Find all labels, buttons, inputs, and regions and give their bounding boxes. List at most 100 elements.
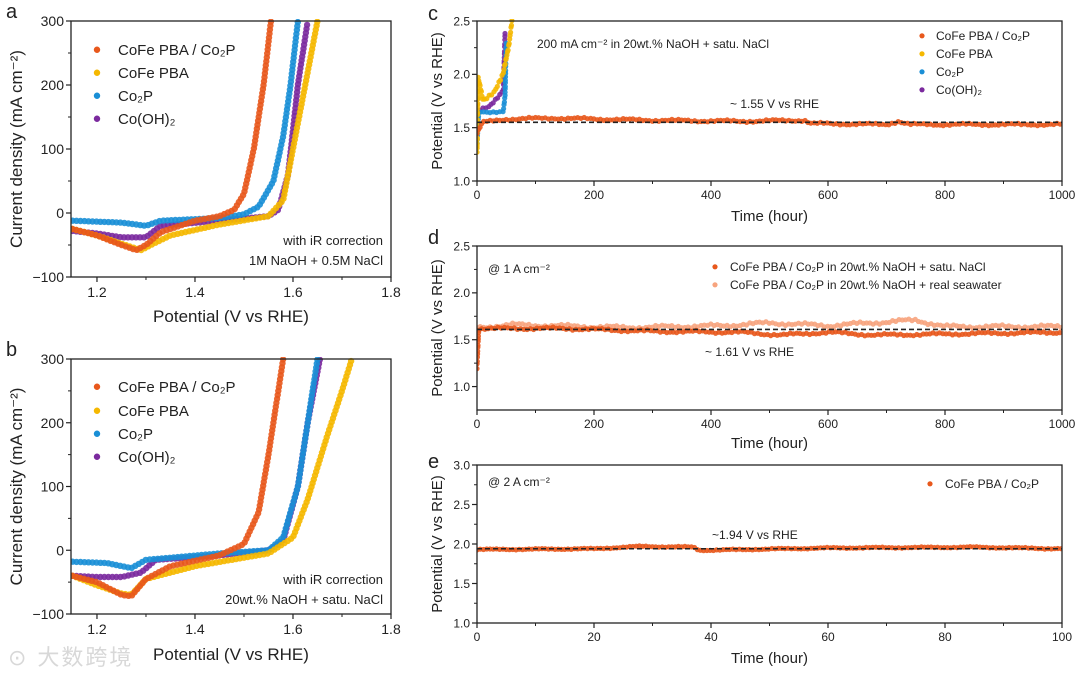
y-tick-label: 3.0 <box>453 458 470 472</box>
x-tick-label: 80 <box>938 630 952 644</box>
legend-marker <box>927 481 933 487</box>
data-point <box>502 61 508 67</box>
legend-label: Co(OH)₂ <box>118 111 176 128</box>
series-layer <box>71 19 321 254</box>
y-tick-label: 2.0 <box>453 286 470 300</box>
panel-e: e 0 20 40 60 80 100 1.0 1.5 2.0 2.5 3.0 Time (hour) P… <box>428 451 1072 667</box>
data-point <box>477 348 481 354</box>
legend-marker <box>93 453 101 460</box>
x-tick-label: 1.4 <box>185 284 205 300</box>
legend-marker <box>93 46 101 53</box>
y-tick-label: −100 <box>32 606 64 622</box>
annotation: 20wt.% NaOH + satu. NaCl <box>225 592 383 607</box>
legend-marker <box>93 115 101 122</box>
legend-label: Co₂P <box>118 426 153 443</box>
data-point <box>477 100 481 107</box>
x-tick-label: 0 <box>474 188 481 202</box>
x-tick-label: 0 <box>474 630 481 644</box>
y-tick-label: 1.5 <box>453 333 470 347</box>
data-point <box>497 77 504 83</box>
data-point <box>502 30 508 37</box>
annotation: @ 2 A cm⁻² <box>488 475 550 489</box>
x-axis-label: Time (hour) <box>731 650 808 667</box>
y-tick-label: 300 <box>41 13 65 29</box>
x-axis-label: Potential (V vs RHE) <box>153 307 309 326</box>
x-axis-label: Time (hour) <box>731 435 808 452</box>
x-tick-label: 1000 <box>1049 417 1076 431</box>
legend-marker <box>93 383 101 390</box>
data-point <box>501 67 507 73</box>
data-point <box>501 99 507 105</box>
legend-label: CoFe PBA / Co₂P <box>945 477 1039 491</box>
y-tick-label: 0 <box>56 205 64 221</box>
y-tick-label: 100 <box>41 479 65 495</box>
legend: CoFe PBA / Co₂P in 20wt.% NaOH + satu. N… <box>712 260 1002 292</box>
legend: CoFe PBA / Co₂P CoFe PBA Co₂P Co(OH)₂ <box>93 42 236 128</box>
y-axis-label: Potential (V vs RHE) <box>429 32 446 170</box>
panel-label: b <box>6 339 17 361</box>
x-tick-label: 600 <box>818 417 838 431</box>
legend-marker <box>93 92 101 99</box>
annotation: 1M NaOH + 0.5M NaCl <box>249 253 383 268</box>
data-point <box>477 141 480 147</box>
annotation: 200 mA cm⁻² in 20wt.% NaOH + satu. NaCl <box>537 37 769 51</box>
legend-label: Co₂P <box>936 65 964 79</box>
y-tick-label: 2.5 <box>453 239 470 253</box>
data-point <box>1057 330 1062 336</box>
data-point <box>477 135 480 141</box>
legend-label: CoFe PBA <box>118 65 189 82</box>
x-tick-label: 1.6 <box>283 284 303 300</box>
x-tick-label: 60 <box>821 630 835 644</box>
data-point <box>1057 121 1062 127</box>
legend-label: CoFe PBA / Co₂P <box>936 29 1030 43</box>
legend: CoFe PBA / Co₂P CoFe PBA Co₂P Co(OH)₂ <box>93 379 236 466</box>
legend: CoFe PBA / Co₂P CoFe PBA Co₂P Co(OH)₂ <box>919 29 1030 97</box>
legend-marker <box>93 430 101 437</box>
y-tick-label: 2.5 <box>453 14 470 28</box>
y-axis-label: Current density (mA cm⁻²) <box>7 388 26 586</box>
data-point <box>477 358 480 364</box>
x-tick-label: 1.6 <box>283 621 303 637</box>
legend-label: Co(OH)₂ <box>936 83 982 97</box>
y-tick-label: 1.0 <box>453 380 470 394</box>
data-point <box>477 342 481 348</box>
legend-label: Co(OH)₂ <box>118 449 176 466</box>
x-tick-label: 200 <box>584 417 604 431</box>
y-axis-label: Potential (V vs RHE) <box>429 259 446 397</box>
y-tick-label: 2.0 <box>453 537 470 551</box>
y-tick-label: 1.0 <box>453 616 470 630</box>
panel-label: d <box>428 227 439 249</box>
x-axis-label: Potential (V vs RHE) <box>153 645 309 664</box>
data-point <box>506 41 512 47</box>
series-cofe-pba-co-p <box>477 114 1062 137</box>
x-tick-label: 100 <box>1052 630 1072 644</box>
panel-b: b 1.2 1.4 1.6 1.8 −100 0 100 200 300 Potential (V … <box>6 339 401 664</box>
data-point <box>477 117 481 123</box>
x-tick-label: 1.2 <box>87 284 107 300</box>
x-tick-label: 20 <box>587 630 601 644</box>
legend-marker <box>919 51 925 57</box>
x-tick-label: 1.4 <box>185 621 205 637</box>
x-tick-label: 1.2 <box>87 621 107 637</box>
panel-label: e <box>428 451 439 473</box>
x-tick-label: 1.8 <box>381 284 401 300</box>
panel-label: a <box>6 1 18 23</box>
annotation: ~ 1.55 V vs RHE <box>730 97 819 111</box>
data-point <box>303 21 311 29</box>
y-tick-label: 1.0 <box>453 174 470 188</box>
x-axis-label: Time (hour) <box>731 208 808 225</box>
legend-label: CoFe PBA <box>936 47 993 61</box>
y-tick-label: 300 <box>41 351 65 367</box>
legend-label: Co₂P <box>118 88 153 105</box>
x-tick-label: 0 <box>474 417 481 431</box>
y-tick-label: 1.5 <box>453 577 470 591</box>
y-tick-label: 100 <box>41 141 65 157</box>
series-cofe-pba <box>71 357 355 598</box>
data-point <box>477 82 483 89</box>
series-cofe-pba <box>477 19 515 155</box>
legend-marker <box>712 264 718 270</box>
x-tick-label: 400 <box>701 417 721 431</box>
data-point <box>314 19 321 25</box>
y-tick-label: 2.5 <box>453 498 470 512</box>
